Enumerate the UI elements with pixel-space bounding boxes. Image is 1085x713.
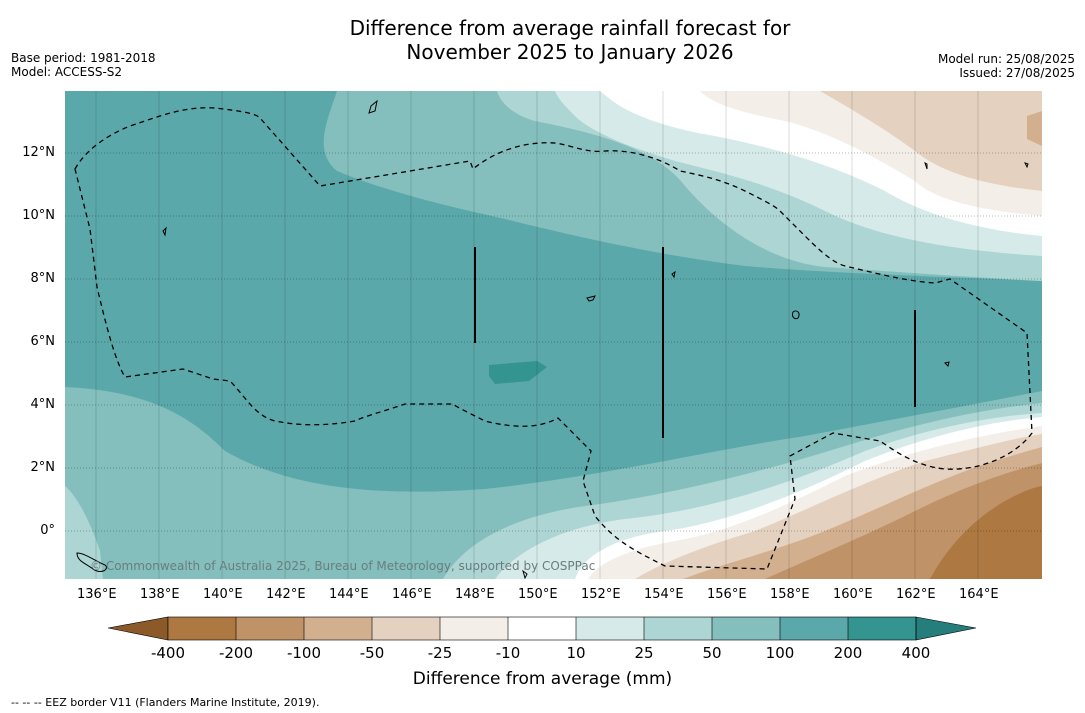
- meta-left: Base period: 1981-2018 Model: ACCESS-S2: [11, 51, 156, 79]
- colorbar-bin-neg25-neg10: [440, 617, 508, 640]
- model-run: Model run: 25/08/2025: [937, 52, 1075, 66]
- x-tick-160e: 160°E: [833, 587, 873, 602]
- y-tick-8n: 8°N: [30, 271, 56, 286]
- colorbar-label-400: 400: [901, 644, 931, 662]
- colorbar-bin-200-400: [848, 617, 916, 640]
- y-tick-6n: 6°N: [30, 334, 56, 349]
- x-tick-158e: 158°E: [770, 587, 810, 602]
- base-period: Base period: 1981-2018: [11, 51, 156, 65]
- band-neg25-north: [820, 91, 1042, 191]
- footer-note: -- -- -- EEZ border V11 (Flanders Marine…: [11, 696, 320, 709]
- y-tick-0: 0°: [40, 523, 55, 538]
- colorbar-bin-neg50-neg25: [372, 617, 440, 640]
- x-tick-138e: 138°E: [140, 587, 180, 602]
- y-tick-4n: 4°N: [30, 397, 56, 412]
- colorbar-arrow-right: [915, 616, 977, 641]
- colorbar-bin-neg100-neg50: [304, 617, 372, 640]
- colorbar-bin-neg10-10: [508, 617, 576, 640]
- colorbar-label-200: 200: [833, 644, 863, 662]
- colorbar-label-neg200: -200: [218, 644, 254, 662]
- copyright-notice: © Commonwealth of Australia 2025, Bureau…: [90, 559, 596, 573]
- gridlines: [65, 152, 1042, 532]
- colorbar: [107, 616, 977, 641]
- band-200-400-blob: [489, 361, 547, 384]
- colorbar-bin-neg200-neg100: [236, 617, 304, 640]
- colorbar-label-100: 100: [765, 644, 795, 662]
- y-tick-10n: 10°N: [22, 208, 55, 223]
- colorbar-bin-neg400-neg200: [168, 617, 236, 640]
- issued-date: Issued: 27/08/2025: [959, 66, 1075, 80]
- chart-title: Difference from average rainfall forecas…: [270, 16, 870, 64]
- colorbar-bin-100-200: [780, 617, 848, 640]
- x-tick-136e: 136°E: [77, 587, 117, 602]
- band-100-200: [65, 91, 1042, 492]
- x-tick-154e: 154°E: [644, 587, 684, 602]
- y-tick-12n: 12°N: [22, 145, 55, 160]
- title-line-2: November 2025 to January 2026: [406, 40, 734, 64]
- colorbar-frame: [167, 616, 917, 641]
- colorbar-bin-10-25: [576, 617, 644, 640]
- colorbar-label-25: 25: [634, 644, 654, 662]
- title-line-1: Difference from average rainfall forecas…: [349, 16, 791, 40]
- x-tick-156e: 156°E: [707, 587, 747, 602]
- x-tick-144e: 144°E: [329, 587, 369, 602]
- colorbar-label-neg50: -50: [359, 644, 385, 662]
- colorbar-label-neg100: -100: [286, 644, 322, 662]
- band-neg200-south: [930, 486, 1042, 579]
- x-tick-148e: 148°E: [455, 587, 495, 602]
- x-tick-162e: 162°E: [896, 587, 936, 602]
- colorbar-label-neg25: -25: [427, 644, 453, 662]
- x-tick-142e: 142°E: [266, 587, 306, 602]
- rainfall-map: [65, 91, 1042, 579]
- band-25-50: [65, 486, 103, 579]
- y-tick-2n: 2°N: [30, 460, 56, 475]
- eez-border: [74, 107, 1033, 570]
- colorbar-title: Difference from average (mm): [412, 669, 673, 689]
- colorbar-label-neg10: -10: [495, 644, 521, 662]
- x-tick-152e: 152°E: [581, 587, 621, 602]
- colorbar-bin-50-100: [712, 617, 780, 640]
- islands: [76, 99, 1029, 579]
- vertical-markers: [474, 247, 916, 438]
- colorbar-label-10: 10: [566, 644, 586, 662]
- x-tick-146e: 146°E: [392, 587, 432, 602]
- x-tick-150e: 150°E: [518, 587, 558, 602]
- colorbar-bin-25-50: [644, 617, 712, 640]
- colorbar-label-neg400: -400: [150, 644, 186, 662]
- x-tick-164e: 164°E: [959, 587, 999, 602]
- colorbar-arrow-left: [107, 616, 169, 641]
- band-neg50-north: [1027, 111, 1042, 146]
- colorbar-label-50: 50: [702, 644, 722, 662]
- model-name: Model: ACCESS-S2: [11, 65, 123, 79]
- meta-right: Model run: 25/08/2025 Issued: 27/08/2025: [938, 52, 1075, 80]
- x-tick-140e: 140°E: [203, 587, 243, 602]
